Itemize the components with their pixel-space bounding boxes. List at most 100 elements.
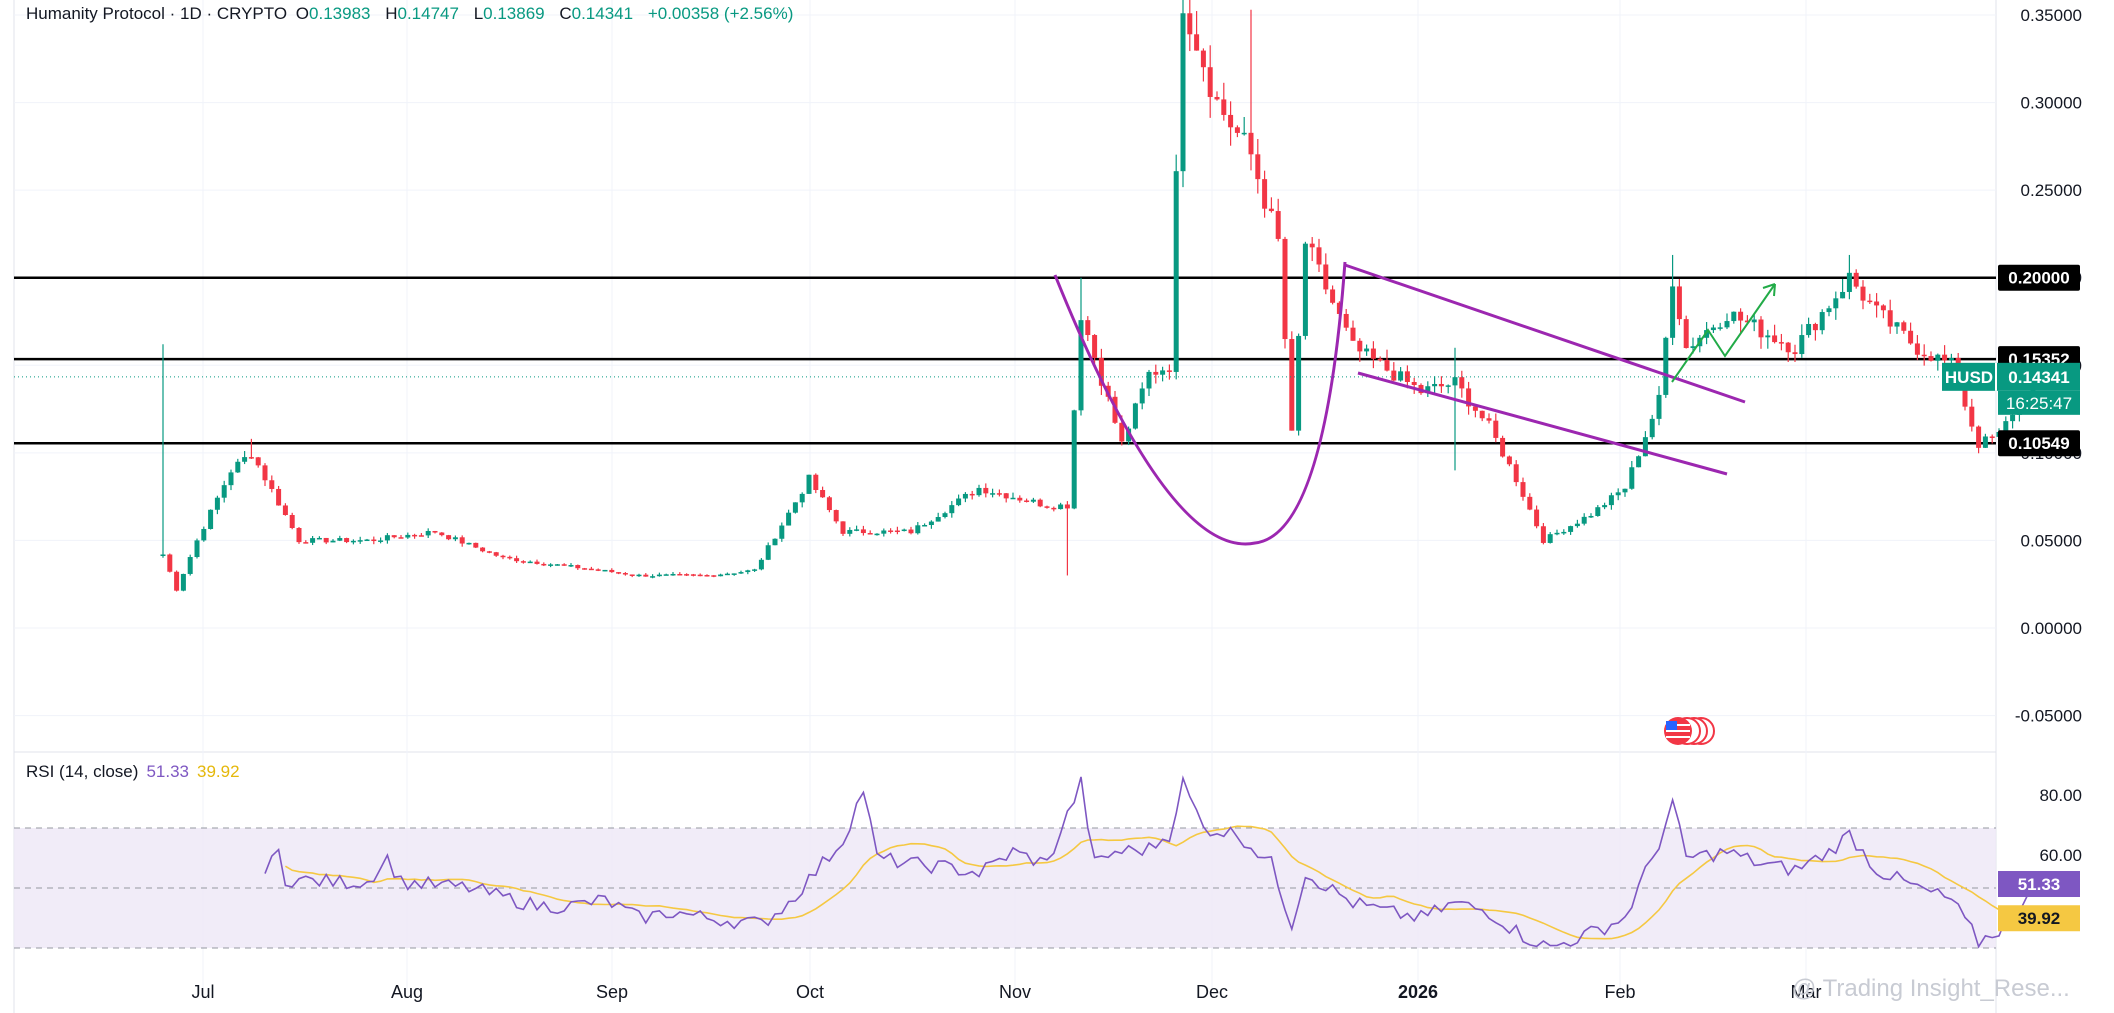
candle bbox=[180, 573, 186, 592]
candle bbox=[983, 483, 989, 498]
rsi-ma-badge: 39.92 bbox=[1998, 905, 2080, 932]
candle-body bbox=[364, 539, 370, 542]
candle bbox=[820, 486, 826, 498]
candle bbox=[1799, 324, 1805, 358]
candle bbox=[500, 554, 506, 560]
candle-body bbox=[1527, 496, 1533, 510]
candle bbox=[1466, 381, 1472, 415]
candle bbox=[1500, 435, 1506, 458]
candle bbox=[1656, 386, 1662, 426]
candle-body bbox=[1357, 340, 1363, 352]
candle bbox=[527, 560, 533, 564]
candle-body bbox=[1003, 493, 1009, 499]
candle bbox=[765, 542, 771, 561]
candle-body bbox=[514, 558, 520, 562]
candle-body bbox=[1404, 371, 1410, 382]
candle-body bbox=[466, 542, 472, 545]
candle bbox=[833, 509, 839, 524]
candle bbox=[276, 485, 282, 506]
candle-body bbox=[1717, 327, 1723, 329]
candle bbox=[792, 502, 798, 514]
candle bbox=[1017, 495, 1023, 503]
candle bbox=[1663, 336, 1669, 398]
candle-body bbox=[894, 530, 900, 533]
rsi-title[interactable]: RSI (14, close) bbox=[26, 762, 139, 781]
candle bbox=[779, 522, 785, 542]
candle-body bbox=[888, 530, 894, 532]
candle-body bbox=[1438, 383, 1444, 387]
candle-body bbox=[1826, 308, 1832, 313]
candle bbox=[1078, 277, 1084, 416]
candle-body bbox=[1622, 488, 1628, 493]
candle bbox=[806, 474, 812, 495]
time-tick-label: Nov bbox=[999, 982, 1031, 1002]
candle-body bbox=[1493, 420, 1499, 438]
candle bbox=[1670, 254, 1676, 346]
candle bbox=[867, 530, 873, 535]
candle bbox=[622, 572, 628, 576]
cup-curve bbox=[1053, 261, 1347, 546]
candle bbox=[888, 528, 894, 534]
candle bbox=[548, 563, 554, 568]
candle-body bbox=[650, 576, 656, 578]
candle-body bbox=[1207, 67, 1213, 97]
candle bbox=[609, 568, 615, 573]
candle-body bbox=[1071, 410, 1077, 509]
candle bbox=[915, 522, 921, 535]
level-badge-text: 0.20000 bbox=[2008, 269, 2069, 288]
candle-body bbox=[1255, 154, 1261, 180]
price-tick-label: 0.05000 bbox=[2021, 531, 2082, 550]
candle bbox=[1228, 101, 1234, 146]
candle bbox=[636, 573, 642, 577]
level-badge-bg bbox=[1998, 430, 2080, 457]
candle-body bbox=[1248, 132, 1254, 155]
candle bbox=[1853, 269, 1859, 289]
us-flag-icon[interactable] bbox=[1663, 716, 1715, 746]
candle-body bbox=[1200, 50, 1206, 68]
candle bbox=[1527, 493, 1533, 511]
symbol-title[interactable]: Humanity Protocol · 1D · CRYPTO bbox=[26, 4, 288, 23]
candle bbox=[1221, 82, 1227, 121]
candle-body bbox=[1282, 238, 1288, 340]
candle bbox=[1384, 349, 1390, 372]
candle bbox=[1486, 413, 1492, 424]
candle-body bbox=[1819, 312, 1825, 331]
candle bbox=[1901, 320, 1907, 334]
candle bbox=[1792, 344, 1798, 362]
candle bbox=[588, 566, 594, 571]
candle bbox=[1860, 280, 1866, 310]
candle-body bbox=[745, 570, 751, 573]
candle bbox=[745, 569, 751, 575]
candle-body bbox=[391, 535, 397, 538]
candle-body bbox=[384, 535, 390, 541]
candle bbox=[323, 537, 329, 545]
candle-body bbox=[1289, 339, 1295, 431]
candle-body bbox=[738, 572, 744, 574]
time-tick-label: Dec bbox=[1196, 982, 1228, 1002]
candle-body bbox=[983, 487, 989, 494]
candle bbox=[1908, 322, 1914, 345]
candle-body bbox=[493, 552, 499, 556]
candle bbox=[1309, 237, 1315, 262]
candle bbox=[1921, 344, 1927, 366]
candle bbox=[459, 535, 465, 547]
candle-body bbox=[1472, 406, 1478, 411]
candle bbox=[942, 511, 948, 519]
candle-body bbox=[323, 537, 329, 543]
candle-body bbox=[432, 530, 438, 533]
candle-body bbox=[956, 498, 962, 506]
low-label: L bbox=[473, 4, 484, 23]
candle bbox=[1608, 492, 1614, 510]
candle-body bbox=[500, 555, 506, 558]
candle-body bbox=[1350, 327, 1356, 341]
candle bbox=[1350, 320, 1356, 341]
candle bbox=[1323, 253, 1329, 295]
candle-body bbox=[1445, 385, 1451, 387]
level-badge-bg bbox=[1998, 264, 2080, 291]
candle bbox=[296, 527, 302, 544]
candle-body bbox=[1316, 247, 1322, 265]
candle bbox=[847, 527, 853, 537]
candle-body bbox=[561, 564, 567, 566]
candle bbox=[1275, 198, 1281, 242]
